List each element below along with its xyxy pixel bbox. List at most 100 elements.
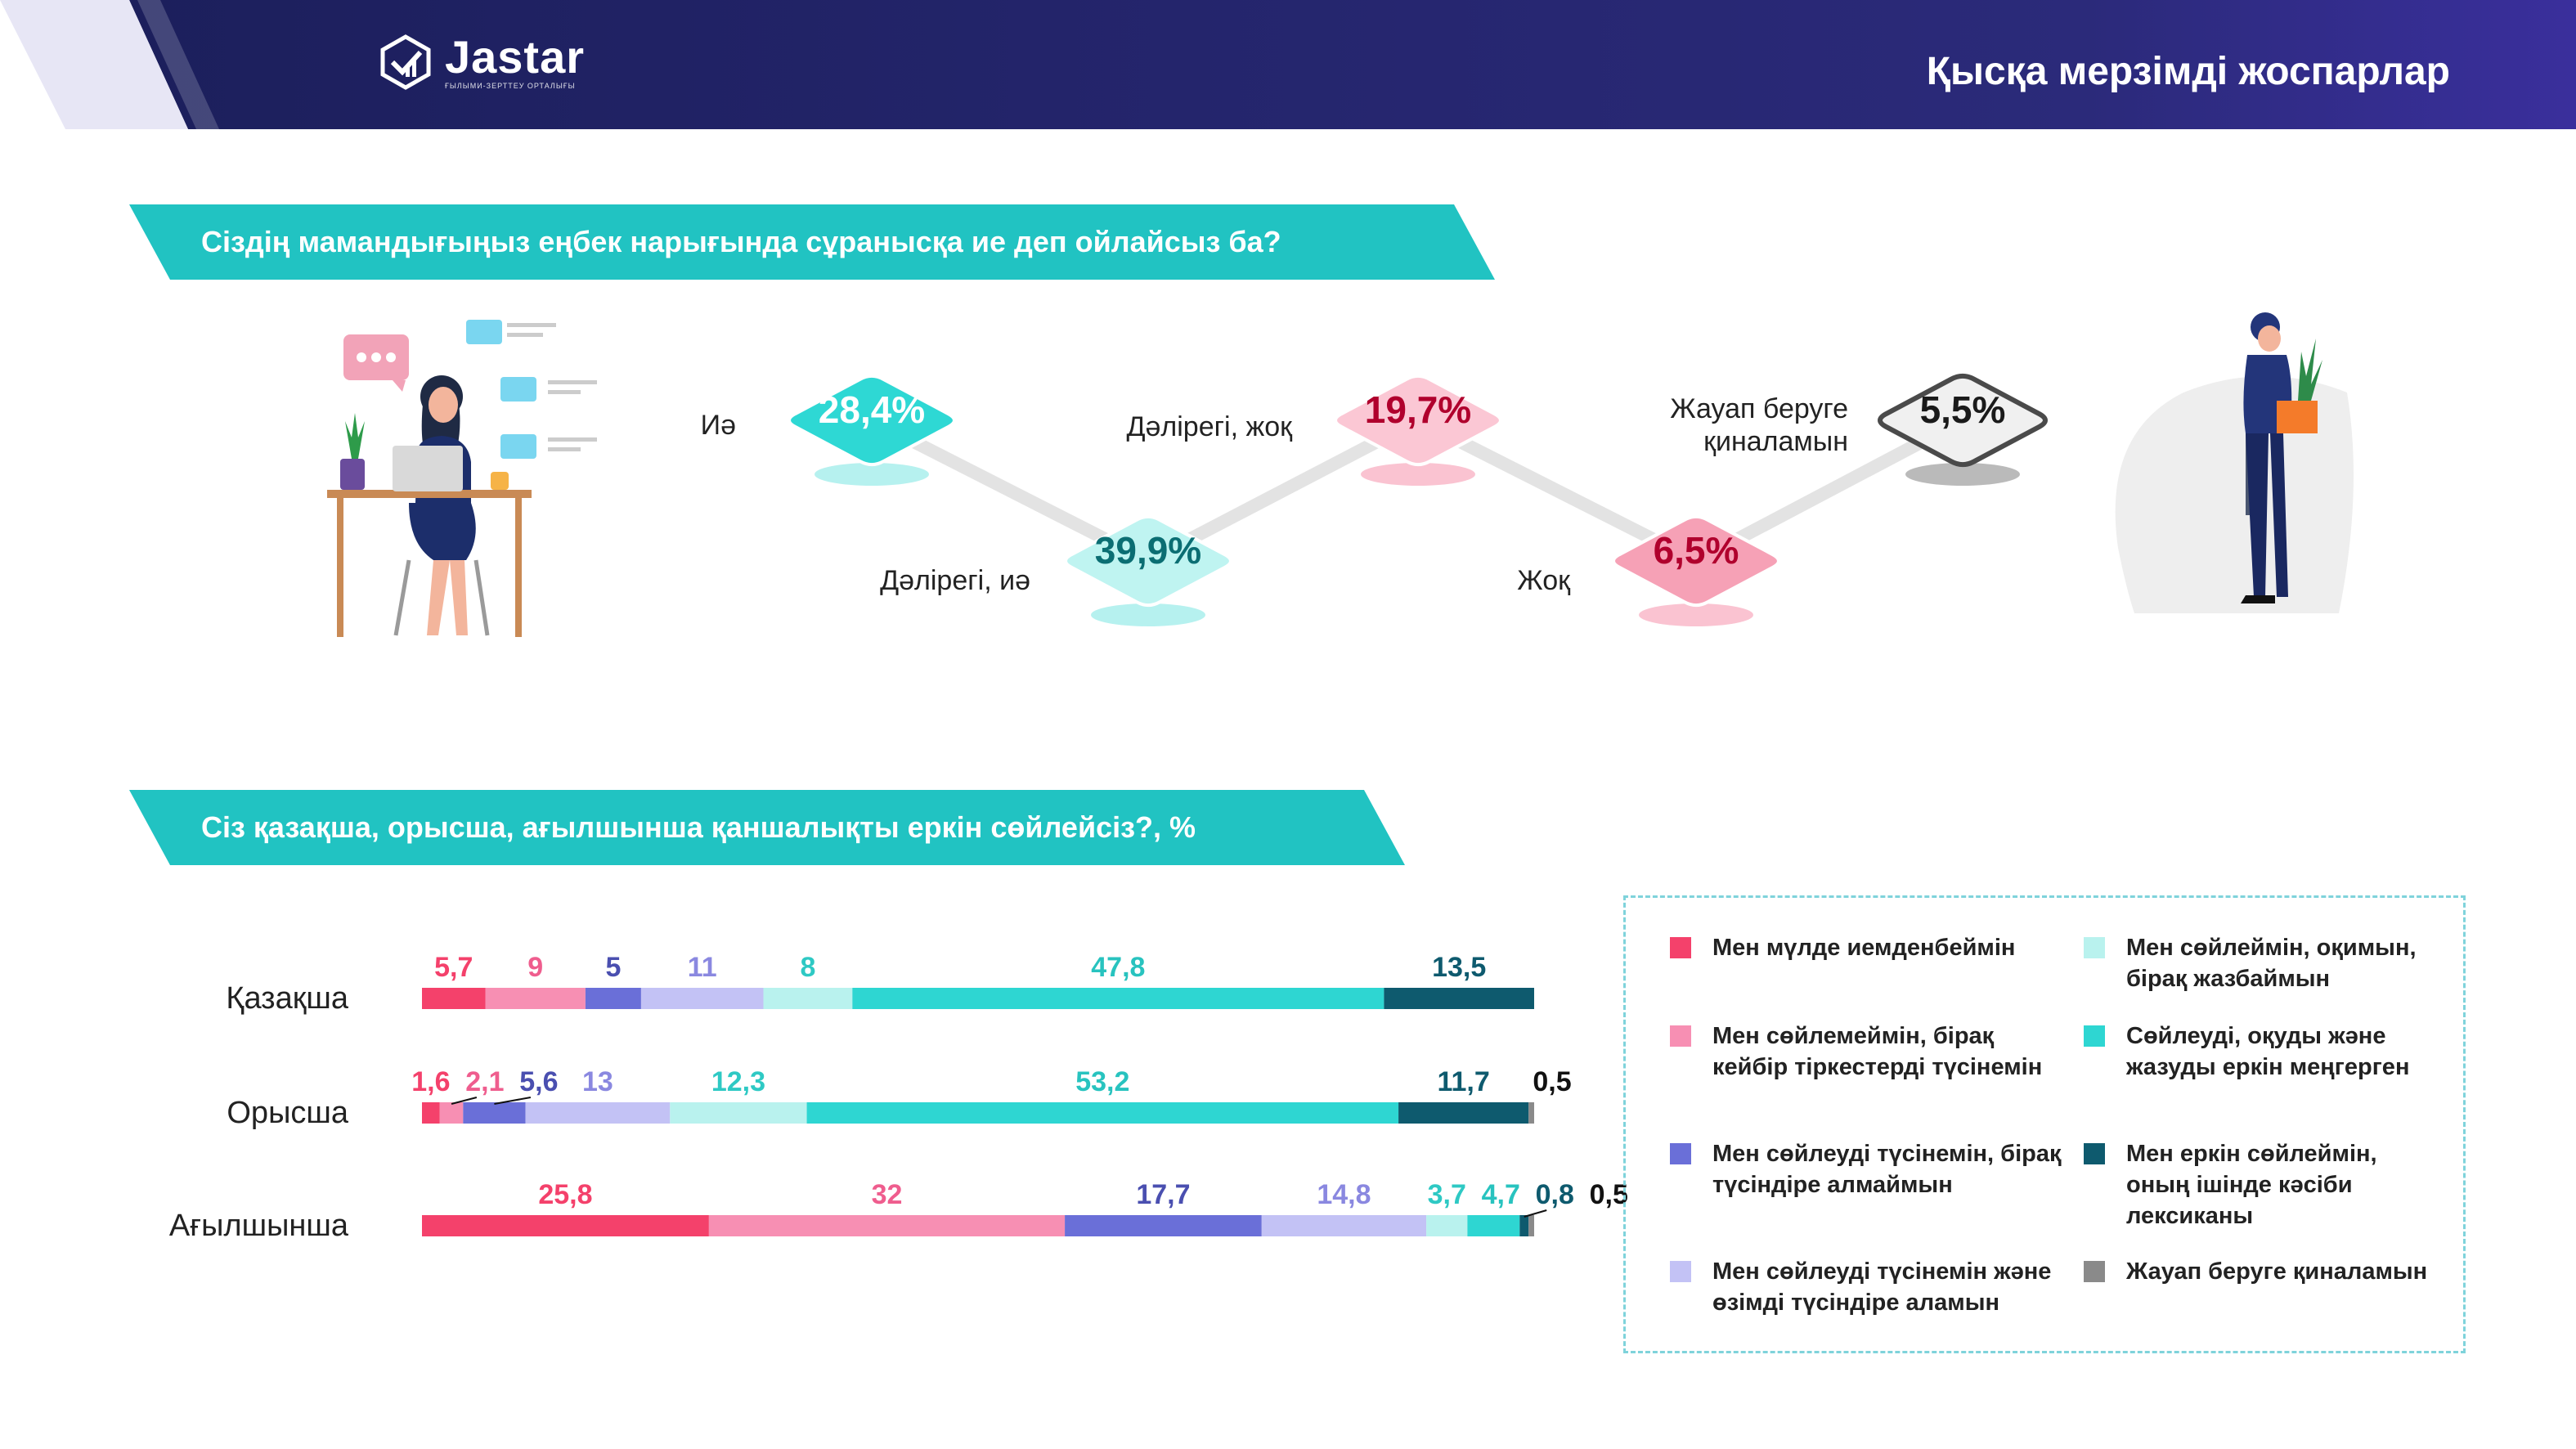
bar-value-label: 14,8	[1317, 1179, 1371, 1210]
section1-question: Сіздің мамандығыңыз еңбек нарығында сұра…	[201, 225, 1281, 258]
bar-segment	[670, 1102, 807, 1124]
diamond-glow	[1361, 463, 1475, 486]
diamond-shape	[1334, 374, 1502, 467]
legend-swatch	[2084, 1261, 2105, 1282]
bar-value-label: 9	[527, 952, 543, 983]
value-ie: 28,4%	[818, 388, 926, 431]
label-qinalamin: Жауап беруге қиналамын	[1670, 393, 1848, 457]
bar-segment	[763, 988, 853, 1009]
category-english: Ағылшынша	[168, 1209, 348, 1243]
language-chart-svg: 5,7 9 5 11 8 47,8 13,5 1,6 2,1 5,6 13 12,3 53,2 11,7 0…	[411, 952, 1628, 1236]
legend-label: Мен сөйлеуді түсінемін, бірақ түсіндіре …	[1712, 1141, 2062, 1198]
bar-segment	[463, 1102, 526, 1124]
label-leader-line	[451, 1097, 478, 1105]
section1-banner: Сіздің мамандығыңыз еңбек нарығында сұра…	[129, 204, 1495, 280]
bar-segment	[422, 988, 486, 1009]
bar-segment	[485, 988, 586, 1009]
jastar-logo[interactable]: Jastar ҒЫЛЫМИ-ЗЕРТТЕУ ОРТАЛЫҒЫ	[378, 34, 585, 90]
section2-banner: Сіз қазақша, орысша, ағылшынша қаншалықт…	[129, 790, 1405, 865]
legend-item: Мен сөйлемеймін, бірақ кейбір тіркестерд…	[1670, 1021, 2062, 1083]
diamond-shape	[788, 374, 956, 467]
legend-label: Мен сөйлемеймін, бірақ кейбір тіркестерд…	[1712, 1023, 2043, 1080]
demand-chart-svg	[788, 373, 2048, 626]
banner-shape	[129, 790, 1405, 865]
value-dalyiregi-zhok: 19,7%	[1364, 388, 1472, 431]
bar-value-label: 13,5	[1432, 952, 1486, 983]
label-ie: Иә	[700, 410, 736, 441]
legend-swatch	[2084, 1025, 2105, 1047]
legend-item: Сөйлеуді, оқуды және жазуды еркін меңгер…	[2084, 1021, 2444, 1083]
logo-subtitle: ҒЫЛЫМИ-ЗЕРТТЕУ ОРТАЛЫҒЫ	[445, 82, 576, 90]
legend-label: Мен сөйлеуді түсінемін және өзімді түсін…	[1712, 1258, 2052, 1316]
label-leader-line	[494, 1097, 532, 1105]
legend-item: Мен сөйлеуді түсінемін, бірақ түсіндіре …	[1670, 1138, 2062, 1200]
demand-chart: Иә Дәлірегі, иә Дәлірегі, жоқ Жоқ Жауап …	[0, 245, 2576, 703]
bar-segment	[1398, 1102, 1529, 1124]
bar-value-label: 1,6	[411, 1066, 450, 1097]
bar-segment	[1426, 1215, 1468, 1236]
bar-value-label: 8	[800, 952, 815, 983]
header-background	[0, 0, 2576, 129]
legend-swatch	[1670, 937, 1691, 958]
bar-value-label: 11	[688, 952, 717, 983]
diamond-glow	[815, 463, 929, 486]
legend-item: Мен сөйлеймін, оқимын, бірақ жазбаймын	[2084, 932, 2444, 994]
label-dalyiregi-ie: Дәлірегі, иә	[880, 565, 1030, 596]
diamond-marker	[1878, 373, 2048, 486]
bar-value-label: 4,7	[1482, 1179, 1520, 1210]
legend-label: Мен мүлде иемденбеймін	[1712, 935, 2016, 961]
diamond-shape	[1064, 514, 1232, 608]
language-chart: 5,7 9 5 11 8 47,8 13,5 1,6 2,1 5,6 13 12,3 53,2 11,7 0…	[0, 916, 1628, 1292]
diamond-marker	[1334, 374, 1502, 486]
label-leader-line	[1524, 1209, 1547, 1218]
bar-segment	[640, 988, 764, 1009]
bar-value-label: 47,8	[1091, 952, 1145, 983]
bar-value-label: 53,2	[1075, 1066, 1129, 1097]
legend-label: Мен еркін сөйлеймін, оның ішінде кәсіби …	[2126, 1141, 2377, 1229]
label-zhok: Жоқ	[1517, 565, 1570, 596]
bar-segment	[585, 988, 641, 1009]
bar-segment	[1528, 1102, 1534, 1124]
diamond-glow	[1639, 603, 1753, 626]
bar-value-label: 11,7	[1437, 1066, 1489, 1097]
bar-segment	[422, 1215, 709, 1236]
legend-item: Мен мүлде иемденбеймін	[1670, 932, 2062, 963]
diamond-glow	[1091, 603, 1205, 626]
diamond-glow	[1905, 463, 2020, 486]
bar-segment	[439, 1102, 464, 1124]
diamond-marker	[1612, 514, 1780, 626]
legend-swatch	[1670, 1261, 1691, 1282]
bar-value-label: 0,8	[1536, 1179, 1574, 1210]
bar-segment	[422, 1102, 440, 1124]
legend-label: Сөйлеуді, оқуды және жазуды еркін меңгер…	[2126, 1023, 2410, 1080]
bar-segment	[1384, 988, 1534, 1009]
diamond-shape	[1612, 514, 1780, 608]
bar-value-label: 5,6	[519, 1066, 558, 1097]
legend-swatch	[1670, 1143, 1691, 1164]
legend-swatch	[1670, 1025, 1691, 1047]
header-bar: Jastar ҒЫЛЫМИ-ЗЕРТТЕУ ОРТАЛЫҒЫ Қысқа мер…	[0, 0, 2576, 129]
bar-value-label: 5	[605, 952, 621, 983]
bar-value-label: 3,7	[1428, 1179, 1466, 1210]
legend-label: Мен сөйлеймін, оқимын, бірақ жазбаймын	[2126, 935, 2417, 992]
bar-segment	[1261, 1215, 1427, 1236]
value-dalyiregi-ie: 39,9%	[1094, 529, 1202, 572]
bar-value-label: 2,1	[465, 1066, 504, 1097]
diamond-marker	[788, 374, 956, 486]
man-with-plant-icon	[2115, 312, 2354, 613]
logo-name: Jastar	[445, 31, 586, 83]
label-dalyiregi-zhok: Дәлірегі, жоқ	[1126, 411, 1292, 442]
category-kazakh: Қазақша	[226, 981, 348, 1016]
bar-value-label: 25,8	[538, 1179, 592, 1210]
page-title: Қысқа мерзімді жоспарлар	[1926, 50, 2450, 93]
category-russian: Орысша	[227, 1096, 348, 1130]
legend-swatch	[2084, 937, 2105, 958]
value-qinalamin: 5,5%	[1919, 388, 2006, 431]
bar-value-label: 12,3	[711, 1066, 765, 1097]
diamond-marker	[1064, 514, 1232, 626]
bar-segment	[1528, 1215, 1534, 1236]
banner-shape	[129, 204, 1495, 280]
bar-value-label: 0,5	[1590, 1179, 1628, 1210]
bar-segment	[708, 1215, 1066, 1236]
bar-segment	[1467, 1215, 1520, 1236]
